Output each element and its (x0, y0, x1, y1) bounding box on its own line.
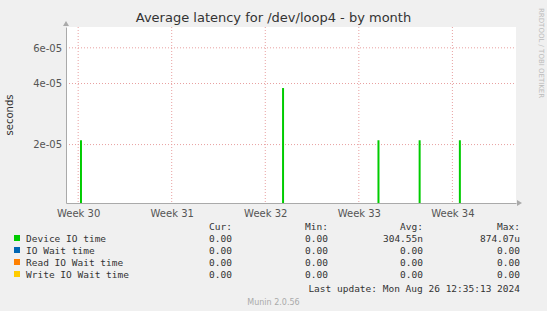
stats-header: Max: (497, 221, 520, 232)
legend-swatch (14, 235, 20, 241)
stats-header: Avg: (400, 221, 423, 232)
stats-value: 0.00 (400, 257, 423, 268)
chart: Week 30 Week 31 Week 32 Week 33 Week 34 2e-05… (0, 0, 547, 311)
title: Average latency for /dev/loop4 - by mont… (136, 10, 411, 25)
legend-label: Write IO Wait time (26, 269, 129, 280)
x-tick-label: Week 32 (244, 208, 287, 219)
last-update: Last update: Mon Aug 26 12:35:13 2024 (308, 283, 520, 294)
x-tick: Week 31 (151, 203, 194, 219)
spike (80, 140, 82, 203)
grid (66, 27, 516, 203)
x-tick-label: Week 34 (431, 208, 474, 219)
x-axis: Week 30 Week 31 Week 32 Week 33 Week 34 (57, 203, 516, 219)
stats-value: 0.00 (497, 245, 520, 256)
spike (377, 140, 379, 203)
y-tick: 4e-05 (33, 78, 66, 89)
x-grid-line (358, 27, 359, 203)
side-label: RRDTOOL / TOBI OETIKER (537, 8, 545, 98)
y-arrow (63, 21, 69, 26)
x-tick-label: Week 33 (338, 208, 381, 219)
y-axis-title: seconds (4, 95, 15, 136)
stats-value: 0.00 (209, 245, 232, 256)
x-grid-line (171, 27, 172, 203)
stats-value: 0.00 (209, 233, 232, 244)
plot-area (66, 27, 516, 203)
legend-label: IO Wait time (26, 245, 95, 256)
y-grid-line (66, 47, 516, 48)
y-grid-line (66, 144, 516, 145)
stats-value: 0.00 (209, 257, 232, 268)
x-tick: Week 33 (338, 203, 381, 219)
y-tick: 2e-05 (33, 139, 66, 150)
footer: Munin 2.0.56 (247, 298, 299, 307)
y-axis-line (66, 28, 67, 204)
spike (419, 140, 421, 203)
legend-swatch (14, 259, 20, 265)
y-axis: 2e-05 4e-05 6e-05 (33, 28, 66, 204)
y-tick-label: 6e-05 (33, 43, 62, 54)
x-arrow (517, 200, 522, 206)
x-tick: Week 34 (431, 203, 474, 219)
spike (282, 88, 284, 203)
x-grid-line (265, 27, 266, 203)
stats-header: Min: (305, 221, 328, 232)
x-grid-line (78, 27, 79, 203)
marks (81, 88, 460, 203)
stats-value: 0.00 (305, 269, 328, 280)
x-tick-label: Week 30 (57, 208, 100, 219)
legend-swatch (14, 247, 20, 253)
spike (459, 140, 461, 203)
stats-value: 0.00 (400, 245, 423, 256)
x-tick: Week 32 (244, 203, 287, 219)
x-tick: Week 30 (57, 203, 100, 219)
stats-value: 0.00 (497, 269, 520, 280)
stats-value: 0.00 (305, 257, 328, 268)
y-tick-label: 2e-05 (33, 139, 62, 150)
stats-value: 304.55n (383, 233, 423, 244)
background (0, 0, 547, 311)
stats-value: 0.00 (305, 233, 328, 244)
x-grid-line (452, 27, 453, 203)
y-tick-label: 4e-05 (33, 78, 62, 89)
legend-swatch (14, 271, 20, 277)
legend-label: Read IO Wait time (26, 257, 124, 268)
legend-label: Device IO time (26, 233, 106, 244)
stats-value: 0.00 (400, 269, 423, 280)
stats-value: 0.00 (497, 257, 520, 268)
x-tick-label: Week 31 (151, 208, 194, 219)
stats-value: 874.07u (480, 233, 520, 244)
stats-value: 0.00 (209, 269, 232, 280)
stats-value: 0.00 (305, 245, 328, 256)
y-grid-line (66, 83, 516, 84)
x-axis-line (67, 203, 517, 204)
stats-header: Cur: (209, 221, 232, 232)
y-tick: 6e-05 (33, 43, 66, 54)
